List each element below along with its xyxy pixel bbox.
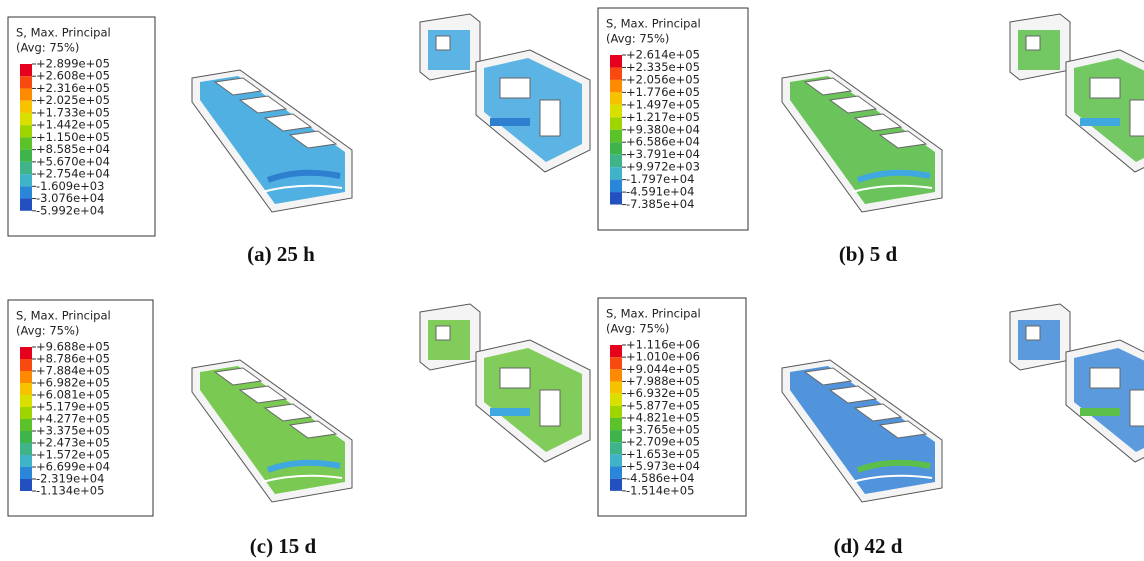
color-band [20, 199, 32, 211]
color-band [20, 431, 32, 443]
color-band [20, 150, 32, 162]
model-band [1080, 118, 1120, 126]
model-render [782, 14, 1144, 212]
legend-subtitle: (Avg: 75%) [606, 322, 669, 336]
color-band [610, 406, 622, 418]
model-opening [540, 390, 560, 426]
color-band [20, 467, 32, 479]
color-band [610, 105, 622, 117]
model-opening [1130, 390, 1144, 426]
color-band [610, 167, 622, 179]
color-band [610, 92, 622, 104]
figure: S, Max. Principal(Avg: 75%)+2.899e+05+2.… [0, 0, 1144, 561]
model-opening [500, 78, 530, 98]
color-band [20, 76, 32, 88]
color-band [20, 125, 32, 137]
color-band [610, 80, 622, 92]
model-band [490, 118, 530, 126]
color-band [20, 162, 32, 174]
caption: (a) 25 h [247, 242, 315, 266]
legend-subtitle: (Avg: 75%) [16, 41, 79, 55]
color-band [20, 174, 32, 186]
color-band [610, 130, 622, 142]
model-opening [436, 36, 450, 50]
color-band [610, 454, 622, 466]
model-band [490, 408, 530, 416]
legend-subtitle: (Avg: 75%) [606, 32, 669, 46]
model-opening [1026, 36, 1040, 50]
color-band [20, 88, 32, 100]
legend-title: S, Max. Principal [606, 307, 701, 321]
model-render [782, 304, 1144, 502]
model-opening [1090, 78, 1120, 98]
color-band [610, 430, 622, 442]
color-band [20, 395, 32, 407]
color-band [610, 142, 622, 154]
legend-title: S, Max. Principal [16, 309, 111, 323]
model-opening [1090, 368, 1120, 388]
color-band [20, 137, 32, 149]
color-band [610, 67, 622, 79]
color-band [610, 442, 622, 454]
model-band [1080, 408, 1120, 416]
color-band [20, 64, 32, 76]
model-opening [1026, 326, 1040, 340]
color-band [20, 443, 32, 455]
color-band [610, 357, 622, 369]
color-band [610, 394, 622, 406]
panel: S, Max. Principal(Avg: 75%)+2.899e+05+2.… [8, 14, 590, 266]
model-opening [436, 326, 450, 340]
color-band [610, 192, 622, 204]
panel: S, Max. Principal(Avg: 75%)+1.116e+06+1.… [598, 298, 1144, 558]
color-band [20, 419, 32, 431]
color-band [610, 381, 622, 393]
color-band [20, 186, 32, 198]
caption: (b) 5 d [839, 242, 898, 266]
color-band [610, 479, 622, 491]
legend-label: -1.514e+05 [626, 483, 694, 497]
model-render [192, 304, 590, 502]
color-band [20, 113, 32, 125]
color-band [20, 383, 32, 395]
color-band [20, 371, 32, 383]
caption: (c) 15 d [250, 534, 317, 558]
legend-subtitle: (Avg: 75%) [16, 324, 79, 338]
color-band [610, 418, 622, 430]
color-band [610, 345, 622, 357]
color-band [610, 117, 622, 129]
color-band [20, 101, 32, 113]
color-band [20, 359, 32, 371]
color-band [610, 369, 622, 381]
color-band [20, 479, 32, 491]
color-band [610, 55, 622, 67]
color-band [20, 347, 32, 359]
legend-title: S, Max. Principal [606, 17, 701, 31]
color-band [610, 467, 622, 479]
legend-label: -7.385e+04 [626, 197, 694, 211]
color-band [20, 455, 32, 467]
color-band [610, 180, 622, 192]
color-band [20, 407, 32, 419]
caption: (d) 42 d [834, 534, 903, 558]
color-band [610, 155, 622, 167]
legend-label: -1.134e+05 [36, 484, 104, 498]
panel: S, Max. Principal(Avg: 75%)+2.614e+05+2.… [598, 8, 1144, 266]
model-render [192, 14, 590, 212]
model-opening [1130, 100, 1144, 136]
model-opening [500, 368, 530, 388]
legend-label: -5.992e+04 [36, 203, 104, 217]
legend-title: S, Max. Principal [16, 26, 111, 40]
model-opening [540, 100, 560, 136]
panel: S, Max. Principal(Avg: 75%)+9.688e+05+8.… [8, 300, 590, 558]
